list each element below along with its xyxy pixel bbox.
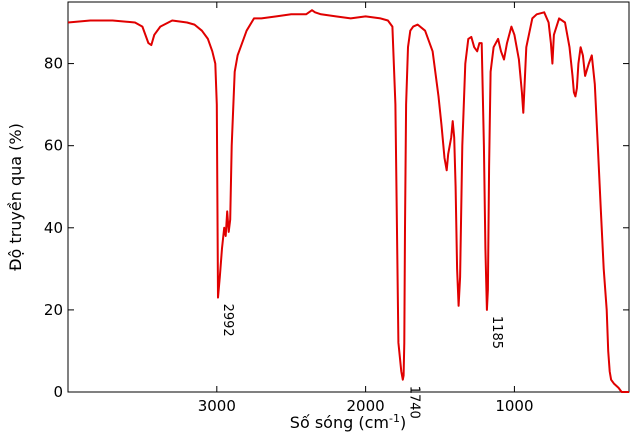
- y-tick-label: 80: [44, 55, 63, 73]
- x-axis-title: Số sóng (cm-1): [290, 412, 406, 432]
- peak-label: 1185: [489, 316, 504, 349]
- y-tick-label: 20: [44, 301, 63, 319]
- plot-area-frame: [67, 1, 630, 393]
- y-tick-label: 40: [44, 219, 63, 237]
- x-axis-title-superscript: -1: [389, 412, 400, 425]
- x-tick-label: 3000: [198, 397, 236, 415]
- y-axis-title: Độ truyền qua (%): [6, 123, 25, 271]
- x-axis-ticks: 3000 2000 1000: [198, 2, 534, 415]
- peak-label: 2992: [220, 304, 235, 337]
- y-tick-label: 60: [44, 137, 63, 155]
- y-tick-label: 0: [53, 383, 63, 401]
- x-axis-title-close: ): [400, 413, 406, 432]
- peak-labels: 2992 1740 1185: [220, 304, 504, 419]
- x-tick-label: 1000: [495, 397, 533, 415]
- spectrum-line: [67, 9, 629, 393]
- y-axis-ticks: 0 20 40 60 80: [44, 55, 629, 401]
- x-tick-label: 2000: [347, 397, 385, 415]
- peak-label: 1740: [406, 386, 421, 419]
